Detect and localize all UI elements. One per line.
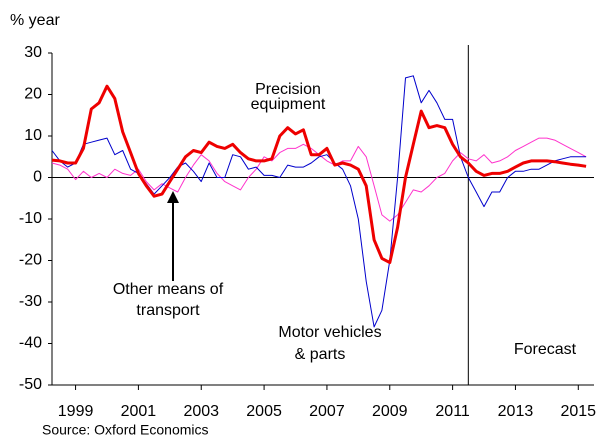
y-axis-label: % year	[10, 12, 60, 29]
x-tick-label: 1999	[58, 403, 94, 420]
series-annotation: & parts	[295, 346, 346, 363]
source-note: Source: Oxford Economics	[42, 422, 209, 438]
x-tick-label: 2001	[121, 403, 157, 420]
y-tick-label: -10	[19, 210, 42, 227]
y-tick-label: 30	[24, 44, 42, 61]
y-tick-label: 20	[24, 86, 42, 103]
series-annotation: Precision	[255, 81, 321, 98]
y-tick-label: -30	[19, 293, 42, 310]
y-tick-label: 0	[33, 169, 42, 186]
series-annotation: equipment	[251, 96, 326, 113]
y-tick-label: 10	[24, 127, 42, 144]
forecast-label: Forecast	[514, 341, 577, 358]
series-line	[51, 84, 587, 265]
x-tick-label: 2013	[498, 403, 534, 420]
x-tick-label: 2003	[183, 403, 219, 420]
series-annotation: transport	[136, 302, 200, 319]
series-annotation: Other means of	[113, 281, 224, 298]
x-tick-label: 2005	[246, 403, 282, 420]
x-tick-label: 2007	[309, 403, 345, 420]
annotation-arrowhead	[167, 191, 179, 203]
x-tick-label: 2015	[560, 403, 596, 420]
y-tick-label: -20	[19, 252, 42, 269]
x-tick-label: 2009	[372, 403, 408, 420]
x-tick-label: 2011	[435, 403, 470, 420]
series-annotation: Motor vehicles	[278, 324, 381, 341]
y-tick-label: -40	[19, 335, 42, 352]
y-tick-label: -50	[19, 376, 42, 393]
